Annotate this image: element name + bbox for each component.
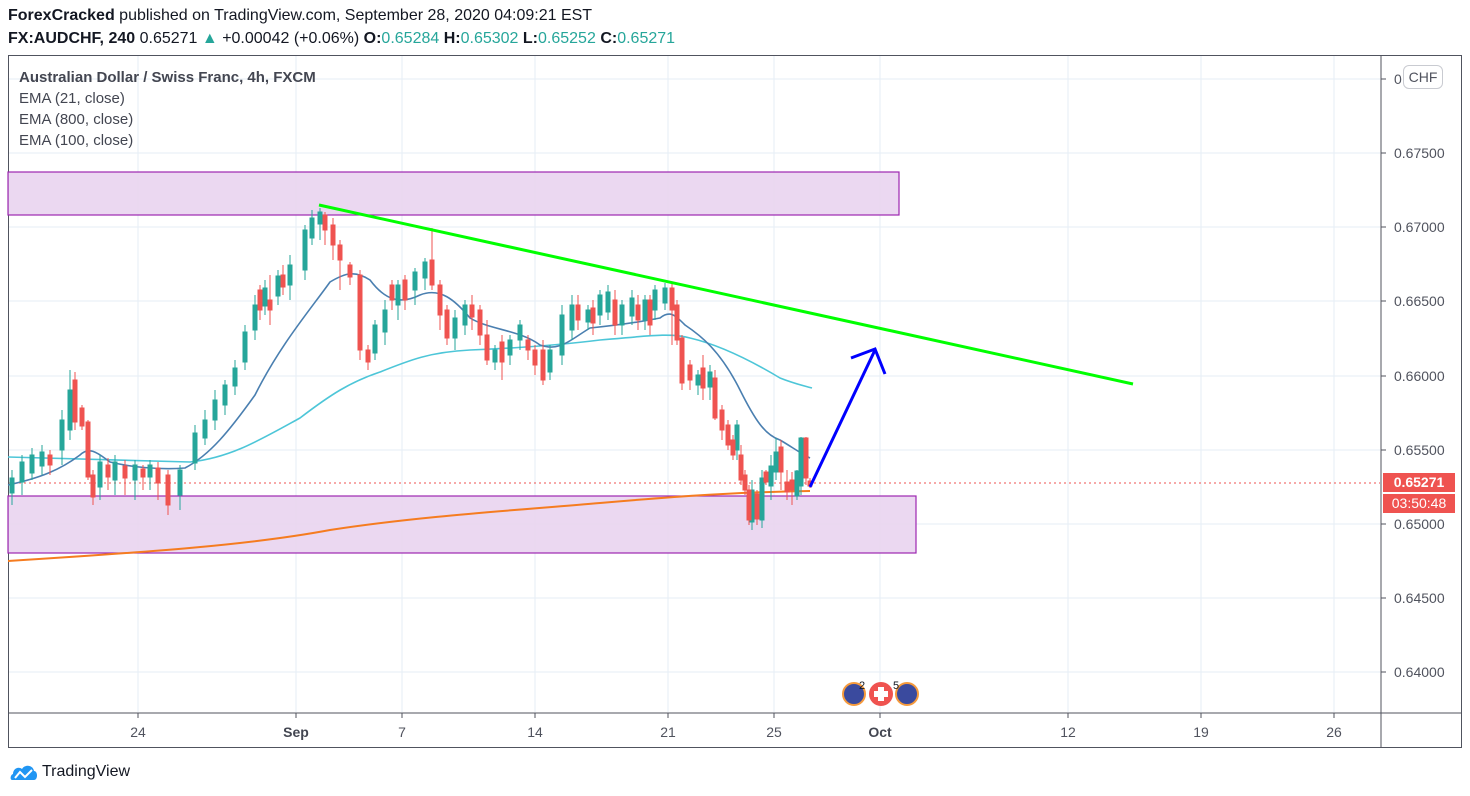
symbol-label: FX:AUDCHF, 240 <box>8 30 136 47</box>
time-tick: Sep <box>283 724 309 740</box>
resistance-zone <box>7 171 900 216</box>
low-value: 0.65252 <box>538 30 596 47</box>
descending-trendline <box>318 203 1134 386</box>
high-value: 0.65302 <box>460 30 519 47</box>
time-tick: 7 <box>398 724 406 740</box>
axis-ticks <box>137 78 1386 718</box>
close-value: 0.65271 <box>617 30 676 47</box>
high-label: H: <box>443 30 461 47</box>
publication-header: ForexCracked published on TradingView.co… <box>8 6 592 26</box>
economic-events[interactable] <box>842 682 919 706</box>
chart-legend: Australian Dollar / Swiss Franc, 4h, FXC… <box>19 67 316 151</box>
time-tick: 19 <box>1193 724 1209 740</box>
open-label: O: <box>363 30 382 47</box>
tradingview-cloud-icon <box>10 765 37 780</box>
price-tick: 0.67500 <box>1394 145 1445 161</box>
indicator-ema-100[interactable]: EMA (100, close) <box>19 132 134 149</box>
time-tick: 14 <box>527 724 543 740</box>
event-count: 5 <box>893 680 900 692</box>
time-tick: 21 <box>660 724 676 740</box>
symbol-ohlc-bar: FX:AUDCHF, 240 0.65271 ▲ +0.00042 (+0.06… <box>8 29 675 49</box>
bullish-arrow <box>808 347 887 488</box>
time-tick: 24 <box>130 724 146 740</box>
bar-countdown: 03:50:48 <box>1383 494 1455 513</box>
candles <box>9 208 813 530</box>
price-tick-partial: 0 <box>1394 71 1402 87</box>
price-change: +0.00042 (+0.06%) <box>222 30 360 47</box>
ema-800-line <box>7 490 811 562</box>
chart-frame <box>8 55 1462 748</box>
ema-21-line <box>7 273 811 486</box>
currency-badge[interactable]: CHF <box>1403 65 1443 89</box>
time-tick: Oct <box>868 724 892 740</box>
price-tick: 0.65000 <box>1394 516 1445 532</box>
brand-name: TradingView <box>42 763 131 780</box>
support-zone <box>7 495 917 554</box>
price-tick: 0.66000 <box>1394 368 1445 384</box>
series-title: Australian Dollar / Swiss Franc, 4h, FXC… <box>19 69 316 86</box>
published-text: published on TradingView.com, September … <box>114 7 593 24</box>
grid <box>9 56 1380 712</box>
indicator-ema-21[interactable]: EMA (21, close) <box>19 90 125 107</box>
author-name[interactable]: ForexCracked <box>8 7 115 24</box>
indicator-ema-800[interactable]: EMA (800, close) <box>19 111 134 128</box>
close-label: C: <box>600 30 618 47</box>
price-tick: 0.67000 <box>1394 219 1445 235</box>
current-price-label: 0.65271 <box>1383 473 1455 492</box>
time-tick: 26 <box>1326 724 1342 740</box>
triangle-up-icon: ▲ <box>201 30 218 47</box>
price-tick: 0.64000 <box>1394 664 1445 680</box>
price-tick: 0.66500 <box>1394 293 1445 309</box>
australia-flag-icon <box>842 682 866 706</box>
time-tick: 25 <box>766 724 782 740</box>
ema-100-line <box>7 334 813 463</box>
time-tick: 12 <box>1060 724 1076 740</box>
open-value: 0.65284 <box>381 30 440 47</box>
tradingview-logo[interactable]: TradingView <box>10 763 130 781</box>
low-label: L: <box>522 30 539 47</box>
price-tick: 0.65500 <box>1394 442 1445 458</box>
price-tick: 0.64500 <box>1394 590 1445 606</box>
australia-flag-icon <box>895 682 919 706</box>
event-count: 2 <box>859 680 866 692</box>
last-price: 0.65271 <box>139 30 198 47</box>
